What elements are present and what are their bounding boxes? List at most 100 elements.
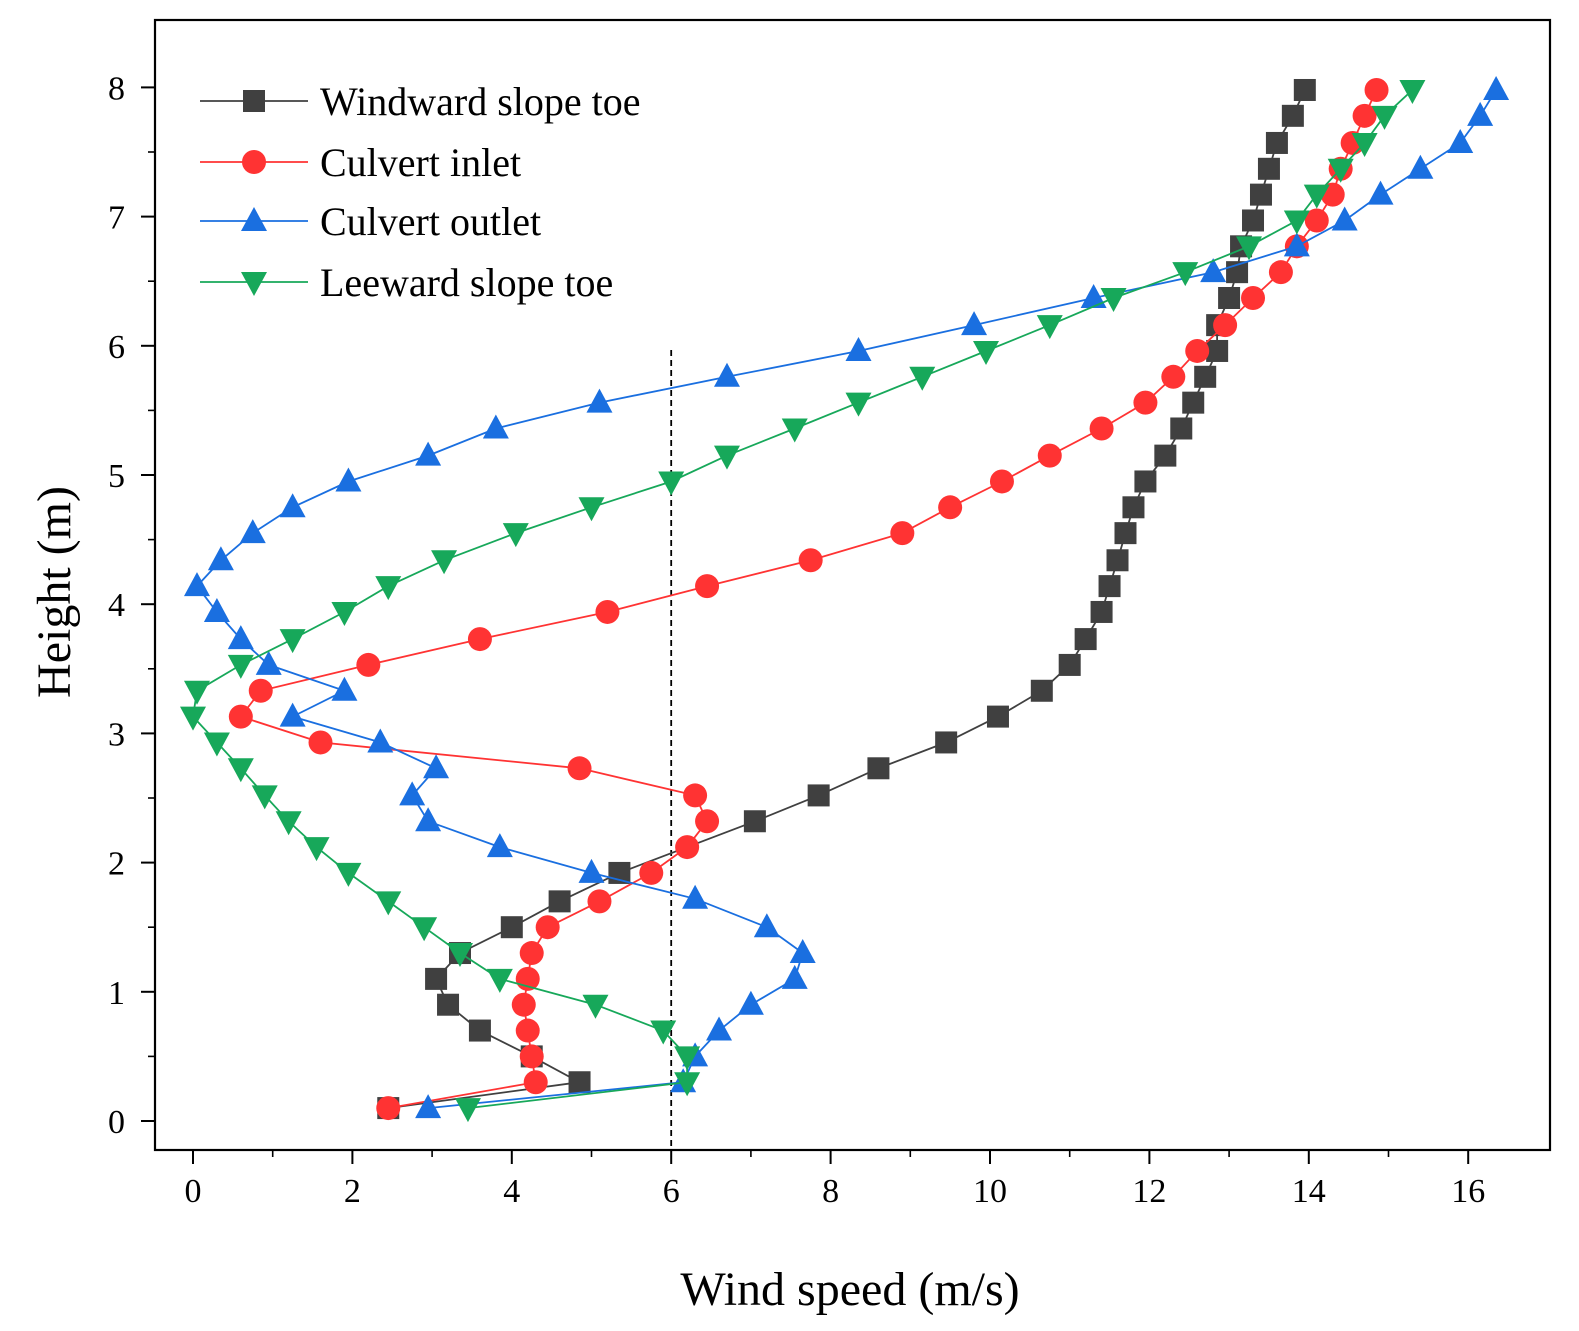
legend-label-culvert-inlet: Culvert inlet	[320, 140, 521, 185]
y-tick-label: 6	[108, 329, 125, 366]
data-point-leeward-slope-toe	[183, 680, 210, 705]
x-tick-label: 16	[1451, 1173, 1485, 1210]
data-point-culvert-outlet	[423, 754, 450, 779]
data-point-culvert-outlet	[239, 519, 266, 544]
data-point-leeward-slope-toe	[446, 943, 473, 968]
data-point-windward-slope-toe	[1106, 549, 1129, 572]
data-point-windward-slope-toe	[1265, 131, 1288, 154]
data-point-leeward-slope-toe	[251, 785, 278, 810]
data-point-culvert-outlet	[586, 388, 613, 413]
legend-item-windward-slope-toe: Windward slope toe	[200, 79, 641, 124]
legend-label-windward-slope-toe: Windward slope toe	[320, 79, 641, 124]
x-tick-label: 0	[185, 1173, 202, 1210]
x-tick-label: 8	[822, 1173, 839, 1210]
data-point-culvert-outlet	[367, 728, 394, 753]
x-tick-label: 10	[973, 1173, 1007, 1210]
data-point-culvert-outlet	[1200, 258, 1227, 283]
data-point-culvert-outlet	[279, 493, 306, 518]
data-point-windward-slope-toe	[1154, 444, 1177, 467]
data-point-culvert-inlet	[989, 469, 1014, 494]
data-point-windward-slope-toe	[1058, 653, 1081, 676]
data-point-culvert-inlet	[248, 678, 273, 703]
data-point-culvert-outlet	[183, 572, 210, 597]
data-point-windward-slope-toe	[468, 1019, 491, 1042]
data-point-leeward-slope-toe	[674, 1046, 701, 1071]
legend-item-culvert-inlet: Culvert inlet	[200, 140, 521, 185]
data-point-culvert-outlet	[789, 939, 816, 964]
data-point-culvert-inlet	[695, 574, 720, 599]
data-point-leeward-slope-toe	[1303, 184, 1330, 209]
data-point-culvert-outlet	[482, 414, 509, 439]
data-point-windward-slope-toe	[1182, 391, 1205, 414]
data-point-culvert-inlet	[519, 941, 544, 966]
data-point-culvert-inlet	[523, 1070, 548, 1095]
data-point-leeward-slope-toe	[973, 340, 1000, 365]
data-point-leeward-slope-toe	[331, 601, 358, 626]
data-point-culvert-inlet	[1133, 390, 1158, 415]
legend-label-culvert-outlet: Culvert outlet	[320, 199, 541, 244]
series-line-leeward-slope-toe	[192, 89, 1414, 1109]
data-point-culvert-outlet	[1080, 283, 1107, 308]
data-point-culvert-outlet	[737, 990, 764, 1015]
legend-marker-culvert-outlet	[241, 207, 267, 231]
data-point-windward-slope-toe	[568, 1071, 591, 1094]
data-point-leeward-slope-toe	[502, 523, 529, 548]
x-tick-label: 12	[1132, 1173, 1166, 1210]
data-point-culvert-outlet	[415, 441, 442, 466]
data-point-leeward-slope-toe	[1371, 105, 1398, 130]
series-culvert-outlet	[183, 75, 1510, 1119]
data-point-culvert-outlet	[415, 1094, 442, 1119]
data-point-culvert-outlet	[713, 362, 740, 387]
data-point-leeward-slope-toe	[227, 758, 254, 783]
data-point-culvert-outlet	[682, 884, 709, 909]
x-axis-title: Wind speed (m/s)	[680, 1263, 1019, 1316]
data-point-windward-slope-toe	[425, 967, 448, 990]
data-point-windward-slope-toe	[1122, 496, 1145, 519]
data-point-windward-slope-toe	[1242, 209, 1265, 232]
data-point-leeward-slope-toe	[486, 968, 513, 993]
data-point-leeward-slope-toe	[335, 862, 362, 887]
data-point-windward-slope-toe	[1114, 522, 1137, 545]
data-point-culvert-inlet	[1304, 208, 1329, 233]
legend-item-culvert-outlet: Culvert outlet	[200, 199, 541, 244]
data-point-culvert-inlet	[515, 1018, 540, 1043]
data-point-culvert-inlet	[1268, 260, 1293, 285]
data-point-culvert-outlet	[753, 913, 780, 938]
data-point-leeward-slope-toe	[180, 706, 206, 731]
data-point-culvert-outlet	[706, 1016, 733, 1041]
data-point-leeward-slope-toe	[275, 811, 302, 836]
data-point-windward-slope-toe	[1170, 417, 1193, 440]
data-point-culvert-outlet	[1483, 75, 1510, 100]
data-point-windward-slope-toe	[867, 757, 890, 780]
data-point-culvert-inlet	[675, 835, 700, 860]
data-point-windward-slope-toe	[1090, 600, 1113, 623]
data-point-culvert-inlet	[1352, 103, 1377, 128]
data-point-leeward-slope-toe	[431, 550, 458, 575]
data-point-windward-slope-toe	[548, 890, 571, 913]
plot-frame	[153, 18, 1552, 1152]
data-point-culvert-inlet	[587, 889, 612, 914]
data-point-culvert-outlet	[255, 650, 282, 675]
data-point-leeward-slope-toe	[713, 445, 740, 470]
legend-label-leeward-slope-toe: Leeward slope toe	[320, 260, 613, 305]
data-point-culvert-inlet	[1241, 285, 1266, 310]
data-point-culvert-inlet	[1213, 313, 1238, 338]
data-point-leeward-slope-toe	[658, 471, 685, 496]
y-tick-label: 5	[108, 458, 125, 495]
data-point-culvert-inlet	[1089, 416, 1114, 441]
data-point-leeward-slope-toe	[845, 392, 872, 417]
data-point-leeward-slope-toe	[1172, 262, 1199, 287]
data-point-leeward-slope-toe	[1283, 210, 1310, 235]
data-point-leeward-slope-toe	[1399, 79, 1426, 104]
x-tick-label: 2	[344, 1173, 361, 1210]
data-point-windward-slope-toe	[1218, 286, 1241, 309]
data-point-culvert-inlet	[567, 756, 592, 781]
data-point-leeward-slope-toe	[375, 891, 402, 916]
data-point-culvert-inlet	[1161, 364, 1186, 389]
data-point-leeward-slope-toe	[375, 576, 402, 601]
data-point-windward-slope-toe	[500, 916, 523, 939]
data-point-culvert-inlet	[1037, 443, 1062, 468]
data-point-windward-slope-toe	[986, 705, 1009, 728]
data-point-culvert-outlet	[845, 336, 872, 361]
